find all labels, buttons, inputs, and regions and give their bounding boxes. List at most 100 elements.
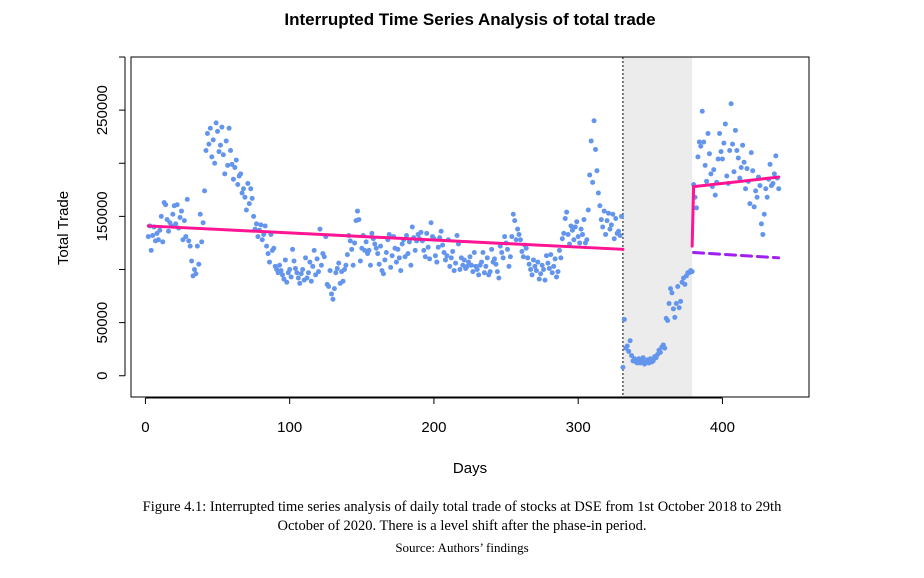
data-point [217, 142, 223, 148]
data-point [297, 280, 303, 286]
data-point [383, 250, 389, 255]
data-point [525, 255, 531, 261]
data-point [519, 248, 525, 254]
data-point [362, 247, 368, 253]
data-point [406, 239, 412, 245]
data-point [487, 269, 493, 275]
data-point [191, 267, 197, 272]
data-point [675, 284, 681, 289]
data-point [295, 275, 301, 281]
data-point [450, 248, 456, 254]
data-point [476, 272, 482, 278]
data-point [587, 172, 593, 178]
data-point [776, 186, 782, 192]
data-point [607, 226, 613, 232]
data-point [395, 246, 401, 252]
data-point [556, 247, 562, 253]
data-point [744, 166, 750, 172]
data-point [562, 216, 568, 221]
data-point [620, 364, 626, 370]
data-point [184, 196, 190, 202]
data-point [719, 156, 725, 162]
data-point [517, 237, 523, 243]
data-point [308, 278, 314, 284]
data-point [617, 233, 623, 238]
data-point [170, 211, 176, 217]
data-point [530, 257, 536, 263]
data-point [747, 201, 753, 207]
data-point [216, 149, 222, 155]
data-point [199, 239, 205, 245]
data-point [363, 239, 369, 245]
fit-line-post [692, 175, 781, 189]
data-point [468, 262, 474, 268]
data-point [311, 247, 317, 253]
data-point [225, 162, 231, 168]
data-point [174, 202, 180, 208]
data-point [343, 262, 349, 268]
data-point [598, 217, 604, 223]
data-point [349, 246, 355, 252]
data-point [287, 267, 293, 272]
data-point [471, 250, 477, 255]
data-point [197, 211, 203, 217]
data-point [180, 237, 186, 243]
data-point [717, 131, 723, 136]
data-point [678, 298, 684, 304]
data-point [695, 154, 701, 160]
data-point [316, 269, 322, 275]
data-point [529, 272, 535, 278]
data-point [773, 153, 779, 159]
data-point [559, 236, 565, 242]
data-point [516, 231, 522, 237]
data-point [340, 278, 346, 284]
data-point [210, 137, 216, 143]
data-point [347, 238, 353, 244]
data-point [372, 241, 378, 247]
data-point [604, 218, 610, 224]
data-point [761, 211, 767, 217]
y-axis-label: Total Trade [55, 191, 72, 265]
data-point [238, 171, 244, 177]
data-point [193, 271, 199, 277]
data-point [271, 245, 277, 251]
data-point [734, 148, 740, 153]
data-point [356, 217, 362, 223]
data-point [580, 231, 586, 237]
data-point [581, 217, 587, 223]
data-point [627, 338, 633, 344]
data-point [757, 183, 763, 189]
figure-source: Source: Authors’ findings [395, 540, 529, 555]
data-point [595, 190, 601, 196]
data-point [427, 256, 433, 262]
data-point [222, 171, 228, 177]
data-point [484, 255, 490, 261]
data-point [502, 234, 508, 240]
data-point [412, 247, 418, 253]
data-point [330, 296, 336, 302]
data-point [543, 253, 549, 259]
data-point [467, 254, 473, 260]
data-point [536, 276, 542, 282]
data-point [470, 269, 476, 275]
data-point [382, 257, 388, 263]
data-point [515, 226, 521, 232]
data-point [669, 290, 675, 296]
data-point [616, 228, 622, 234]
data-point [266, 259, 272, 265]
data-point [163, 202, 169, 208]
counterfactual-line [692, 251, 781, 260]
data-point [572, 224, 578, 230]
data-point [326, 284, 332, 289]
data-point [150, 233, 156, 238]
data-point [451, 268, 457, 274]
data-point [753, 188, 759, 194]
data-point [189, 258, 195, 264]
data-point [666, 301, 672, 306]
data-point [317, 226, 323, 232]
data-point [555, 269, 561, 275]
data-point [386, 231, 392, 237]
y-tick-label: 0 [94, 372, 111, 380]
x-tick-label: 200 [421, 419, 446, 436]
data-point [584, 237, 590, 243]
